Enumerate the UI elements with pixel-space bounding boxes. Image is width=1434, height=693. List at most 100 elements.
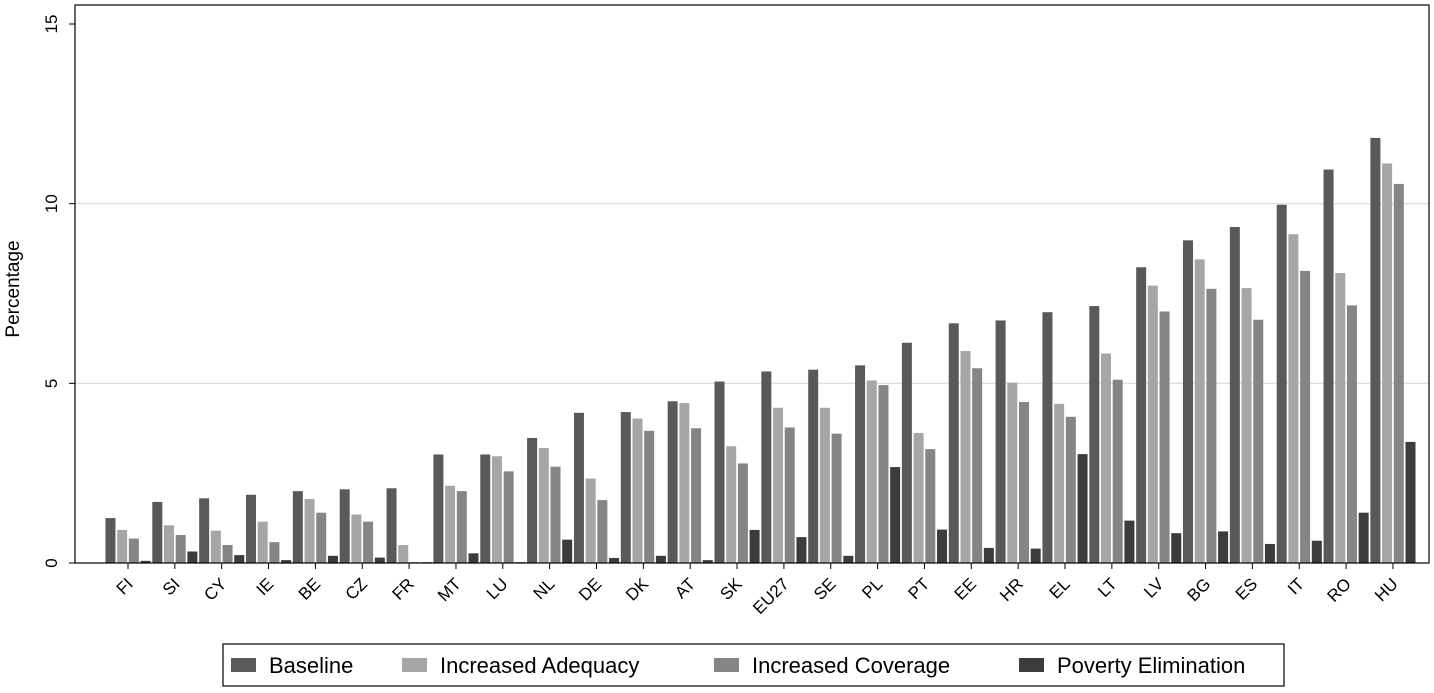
bar [304,499,315,563]
bar-group-FI [105,518,151,563]
x-tick-label: DK [622,574,653,605]
x-tick-label: NL [530,574,559,603]
bar-group-SE [808,369,854,563]
bar [152,501,163,563]
x-tick-label: FR [388,574,417,603]
y-tick-label: 10 [42,194,61,213]
bar-group-NL [527,437,573,563]
bar [644,430,655,563]
bar [433,454,444,563]
legend-box [222,643,1285,687]
y-tick-label: 15 [42,15,61,34]
bar [1030,548,1041,563]
bar [855,365,866,563]
bar [246,494,256,563]
x-tick-label: EU27 [749,574,793,618]
legend-item: Poverty Elimination [1019,653,1245,678]
bar [726,446,737,563]
bar [972,368,983,563]
y-axis-title: Percentage [3,240,24,337]
bar [1183,240,1193,563]
bar [562,539,573,563]
bar [550,466,561,563]
bar [1405,441,1416,563]
bar-group-HR [995,320,1041,563]
legend-item: Increased Coverage [714,653,950,678]
bar [890,467,901,563]
x-tick-label: LV [1140,574,1168,602]
bar-group-CY [199,498,245,563]
bar [445,485,456,563]
x-tick-label: SE [810,574,839,603]
bar [1218,531,1229,563]
bar [222,545,233,563]
x-tick-label: CY [200,574,230,604]
bar [901,342,912,563]
bar [164,525,174,563]
bar [831,433,842,563]
x-tick-label: SK [716,574,746,604]
bar [679,403,690,563]
bar [480,454,491,563]
bar-group-PT [901,342,947,563]
bar [1077,454,1088,563]
bar-group-AT [667,401,713,563]
bar-group-MT [433,454,479,563]
x-tick-label: ES [1232,574,1261,603]
bar [749,529,760,563]
bar [609,557,620,563]
bar [1159,311,1170,563]
x-tick-label: EL [1046,574,1074,602]
bar [597,500,608,563]
legend-swatch [231,658,256,672]
bar [1346,305,1357,563]
bar [234,555,245,563]
legend: Baseline Increased Adequacy Increased Cove… [222,643,1285,687]
x-tick-label: PT [904,574,933,603]
bar [878,385,889,563]
legend-label: Poverty Elimination [1057,653,1245,678]
y-tick-label: 5 [42,379,61,388]
x-tick-label: LT [1094,574,1121,601]
x-tick-label: HR [996,574,1027,605]
bar [1065,416,1076,563]
legend-label: Increased Coverage [752,653,950,678]
y-axis: 0 5 10 15 [42,15,75,568]
bar [1241,288,1252,563]
legend-swatch [402,658,427,672]
bar-group-SK [714,381,760,563]
x-tick-label: AT [671,574,699,602]
bar [913,432,924,563]
bar [257,521,268,563]
bar [761,371,772,563]
plot-frame [74,4,1430,564]
bar [573,412,584,563]
x-tick-label: MT [434,574,465,605]
bar [1393,183,1404,564]
bar [1007,382,1018,563]
bar [210,530,221,563]
bar [1112,379,1123,563]
bar [1194,259,1205,563]
bar [1042,312,1053,563]
x-tick-label: DE [575,574,605,604]
bar [374,557,385,563]
bars [105,137,1416,564]
bar [281,560,292,563]
x-axis: FI SI CY IE BE CZ FR MT LU NL DE DK AT SK EU27 SE PL PT EE… [113,563,1402,618]
bar [866,380,877,563]
bar-group-LT [1089,306,1135,563]
bar [292,491,303,563]
bar [737,463,748,563]
bar [538,448,549,563]
bar [175,534,186,563]
legend-item: Increased Adequacy [402,653,639,678]
bar [527,437,538,563]
bar [316,512,327,563]
bar-group-DK [620,412,666,563]
legend-swatch [1019,658,1044,672]
bar-group-BE [292,491,338,563]
y-tick-label: 0 [42,558,61,567]
bar [199,498,210,563]
